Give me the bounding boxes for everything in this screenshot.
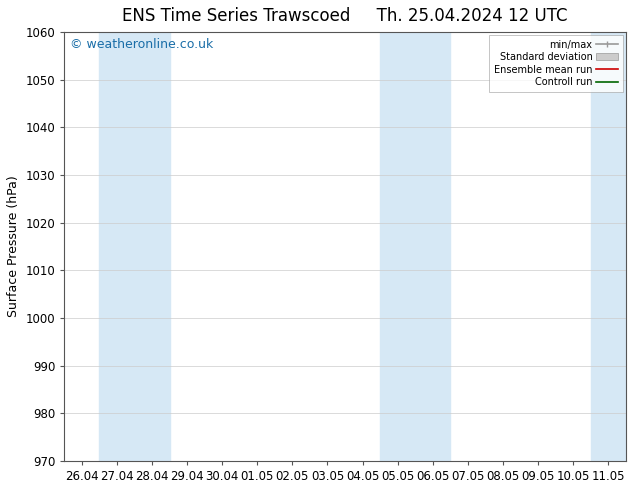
Bar [380,32,450,461]
Title: ENS Time Series Trawscoed     Th. 25.04.2024 12 UTC: ENS Time Series Trawscoed Th. 25.04.2024… [122,7,567,25]
Text: © weatheronline.co.uk: © weatheronline.co.uk [70,39,213,51]
Legend: min/max, Standard deviation, Ensemble mean run, Controll run: min/max, Standard deviation, Ensemble me… [489,35,623,92]
Y-axis label: Surface Pressure (hPa): Surface Pressure (hPa) [7,176,20,318]
Bar [591,32,626,461]
Bar [100,32,169,461]
